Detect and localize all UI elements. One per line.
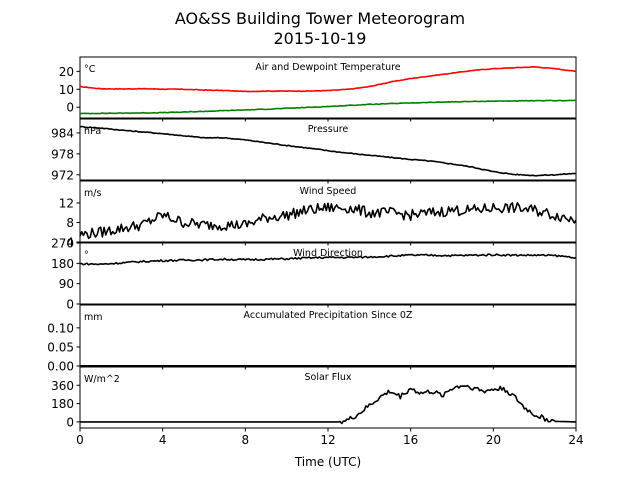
series-line [79, 66, 577, 93]
x-tick-label: 12 [320, 433, 335, 447]
panel-unit: hPa [84, 126, 101, 137]
panel-0: 0 10 20 Air and Dewpoint Temperature °C [59, 56, 577, 122]
x-tick-label: 16 [403, 433, 418, 447]
y-tick-label: 8 [66, 216, 74, 230]
panel-title: Solar Flux [305, 372, 352, 383]
y-tick-label: 0.10 [47, 321, 74, 335]
y-tick-label: 0.00 [47, 360, 74, 374]
panel-4: 0.00 0.05 0.10 Accumulated Precipitation Si… [47, 304, 577, 374]
y-tick-label: 984 [51, 126, 74, 140]
x-axis-label: Time (UTC) [294, 455, 361, 469]
y-tick-label: 972 [51, 168, 74, 182]
panel-unit: °C [84, 64, 96, 75]
panel-title: Wind Direction [293, 248, 363, 259]
y-tick-label: 0 [66, 415, 74, 429]
panel-2: 4 8 12 Wind Speed m/s [59, 180, 577, 250]
y-tick-label: 10 [59, 83, 74, 97]
y-tick-label: 20 [59, 65, 74, 79]
series-line [79, 99, 576, 115]
y-tick-label: 90 [59, 277, 74, 291]
y-tick-label: 0 [66, 298, 74, 312]
panel-unit: mm [84, 312, 103, 323]
panel-unit: W/m^2 [84, 374, 120, 385]
panel-5: 0 180 360 0 4 8 12 16 20 24 Solar Flux W/m^2 [51, 366, 584, 447]
x-tick-label: 24 [568, 433, 583, 447]
y-tick-label: 180 [51, 257, 74, 271]
figure-title: AO&SS Building Tower Meteorogram [175, 9, 465, 28]
x-tick-label: 0 [76, 433, 84, 447]
panel-unit: m/s [84, 188, 101, 199]
series-line [79, 202, 577, 240]
x-tick-label: 4 [159, 433, 167, 447]
y-tick-label: 180 [51, 397, 74, 411]
panel-title: Air and Dewpoint Temperature [255, 62, 400, 73]
panel-1: 972 978 984 Pressure hPa [51, 118, 577, 184]
y-tick-label: 978 [51, 147, 74, 161]
y-tick-label: 0.05 [47, 340, 74, 354]
series-line [80, 384, 576, 425]
panel-3: 0 90 180 270 Wind Direction ° [51, 237, 577, 312]
panel-title: Wind Speed [300, 186, 357, 197]
y-tick-label: 0 [66, 101, 74, 115]
y-tick-label: 270 [51, 237, 74, 251]
series-line [79, 125, 577, 177]
x-tick-label: 20 [486, 433, 501, 447]
y-tick-label: 360 [51, 379, 74, 393]
panel-title: Accumulated Precipitation Since 0Z [244, 310, 413, 321]
panel-title: Pressure [308, 124, 349, 135]
x-tick-label: 8 [242, 433, 250, 447]
y-tick-label: 12 [59, 196, 74, 210]
panel-unit: ° [84, 250, 89, 261]
series-line [79, 253, 577, 266]
figure-subtitle: 2015-10-19 [274, 29, 367, 48]
y-tick-label: 4 [66, 236, 74, 250]
